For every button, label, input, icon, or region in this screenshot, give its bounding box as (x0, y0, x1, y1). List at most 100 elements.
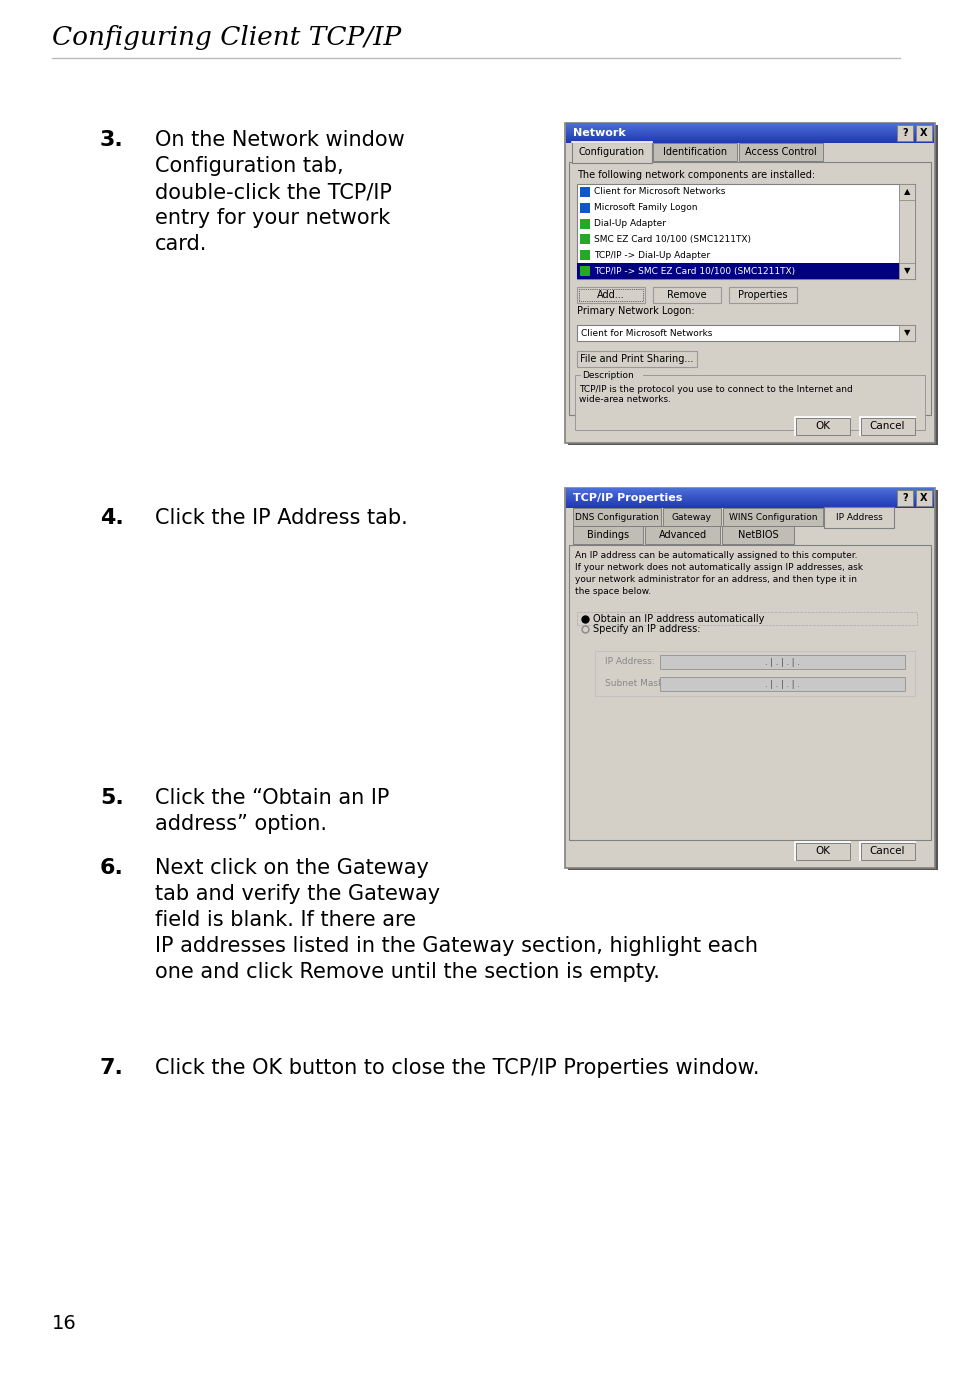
Bar (896, 125, 912, 142)
Text: Properties: Properties (738, 290, 787, 300)
Text: Identification: Identification (662, 147, 726, 157)
Bar (915, 125, 931, 142)
Bar (568, 545, 930, 840)
Bar (795, 418, 849, 434)
Bar (652, 143, 737, 161)
Text: Client for Microsoft Networks: Client for Microsoft Networks (594, 187, 724, 197)
Text: The following network components are installed:: The following network components are ins… (577, 169, 814, 180)
Bar (915, 490, 931, 507)
Text: 16: 16 (52, 1314, 76, 1332)
Text: . | . | . | .: . | . | . | . (764, 658, 800, 666)
Text: card.: card. (154, 235, 207, 254)
Bar (795, 843, 849, 861)
Bar (567, 490, 937, 870)
Text: Specify an IP address:: Specify an IP address: (593, 625, 700, 634)
Text: X: X (920, 128, 926, 137)
Bar (722, 508, 822, 526)
Bar (568, 162, 930, 415)
Bar (898, 185, 914, 200)
Text: Gateway: Gateway (671, 512, 711, 522)
Text: IP addresses listed in the Gateway section, highlight each: IP addresses listed in the Gateway secti… (154, 936, 758, 956)
Bar (662, 508, 720, 526)
Bar (579, 235, 589, 244)
Text: Subnet Mask:: Subnet Mask: (604, 679, 665, 687)
Text: Primary Network Logon:: Primary Network Logon: (577, 305, 694, 316)
Text: 7.: 7. (100, 1058, 124, 1078)
Text: 4.: 4. (100, 508, 124, 527)
Text: 6.: 6. (100, 858, 124, 879)
Text: Click the OK button to close the TCP/IP Properties window.: Click the OK button to close the TCP/IP … (154, 1058, 759, 1078)
Bar (577, 287, 644, 303)
Text: On the Network window: On the Network window (154, 130, 404, 150)
Bar (859, 416, 914, 434)
Bar (564, 124, 934, 443)
Text: TCP/IP is the protocol you use to connect to the Internet and
wide-area networks: TCP/IP is the protocol you use to connec… (578, 384, 852, 404)
Bar (595, 651, 914, 695)
Text: your network administrator for an address, and then type it in: your network administrator for an addres… (575, 575, 856, 584)
Bar (579, 218, 589, 229)
Text: Configuration: Configuration (578, 147, 644, 157)
Bar (579, 266, 589, 276)
Bar (898, 262, 914, 279)
Bar (859, 843, 914, 861)
Bar (896, 490, 912, 507)
Text: 3.: 3. (100, 130, 124, 150)
Text: IP Address: IP Address (835, 512, 882, 522)
Text: TCP/IP Properties: TCP/IP Properties (573, 493, 681, 502)
Text: Next click on the Gateway: Next click on the Gateway (154, 858, 429, 879)
Text: entry for your network: entry for your network (154, 208, 390, 228)
Text: field is blank. If there are: field is blank. If there are (154, 911, 416, 930)
Text: ▼: ▼ (902, 266, 909, 275)
Bar (861, 418, 914, 434)
Bar (575, 375, 924, 430)
Text: the space below.: the space below. (575, 587, 651, 595)
Bar (579, 250, 589, 261)
Bar (794, 416, 849, 434)
Text: Dial-Up Adapter: Dial-Up Adapter (594, 219, 665, 228)
Text: . | . | . | .: . | . | . | . (764, 680, 800, 688)
Text: Microsoft Family Logon: Microsoft Family Logon (594, 203, 697, 212)
Bar (573, 526, 642, 544)
Text: TCP/IP -> SMC EZ Card 10/100 (SMC1211TX): TCP/IP -> SMC EZ Card 10/100 (SMC1211TX) (594, 266, 794, 276)
Bar (794, 843, 849, 861)
Text: address” option.: address” option. (154, 813, 327, 834)
Text: Configuration tab,: Configuration tab, (154, 155, 343, 176)
Text: If your network does not automatically assign IP addresses, ask: If your network does not automatically a… (575, 564, 862, 572)
Text: double-click the TCP/IP: double-click the TCP/IP (154, 182, 392, 203)
Text: ?: ? (902, 128, 907, 137)
Bar (659, 677, 904, 691)
Bar (823, 507, 893, 527)
Bar (898, 185, 914, 279)
Bar (659, 655, 904, 669)
Text: OK: OK (814, 847, 829, 856)
Text: Add...: Add... (597, 290, 624, 300)
Text: OK: OK (814, 421, 829, 432)
Text: Obtain an IP address automatically: Obtain an IP address automatically (593, 613, 763, 623)
Text: DNS Configuration: DNS Configuration (575, 512, 659, 522)
Text: NetBIOS: NetBIOS (737, 530, 778, 540)
Text: Description: Description (581, 371, 633, 379)
Text: Client for Microsoft Networks: Client for Microsoft Networks (580, 329, 712, 337)
Bar (721, 526, 793, 544)
Text: Click the “Obtain an IP: Click the “Obtain an IP (154, 788, 389, 808)
Text: Access Control: Access Control (744, 147, 816, 157)
Bar (579, 187, 589, 197)
Text: Advanced: Advanced (658, 530, 706, 540)
Bar (644, 526, 720, 544)
Bar (728, 287, 796, 303)
Text: ▲: ▲ (902, 187, 909, 197)
Bar (898, 325, 914, 341)
Text: X: X (920, 493, 926, 502)
Text: File and Print Sharing...: File and Print Sharing... (579, 354, 693, 364)
Text: Network: Network (573, 128, 625, 137)
Bar (578, 289, 642, 301)
Text: Remove: Remove (666, 290, 706, 300)
Text: 5.: 5. (100, 788, 124, 808)
Bar (572, 142, 651, 162)
Bar (580, 371, 642, 379)
Bar (861, 843, 914, 861)
Text: one and click Remove until the section is empty.: one and click Remove until the section i… (154, 962, 659, 981)
Text: WINS Configuration: WINS Configuration (728, 512, 817, 522)
Text: SMC EZ Card 10/100 (SMC1211TX): SMC EZ Card 10/100 (SMC1211TX) (594, 235, 750, 244)
Bar (577, 185, 914, 279)
